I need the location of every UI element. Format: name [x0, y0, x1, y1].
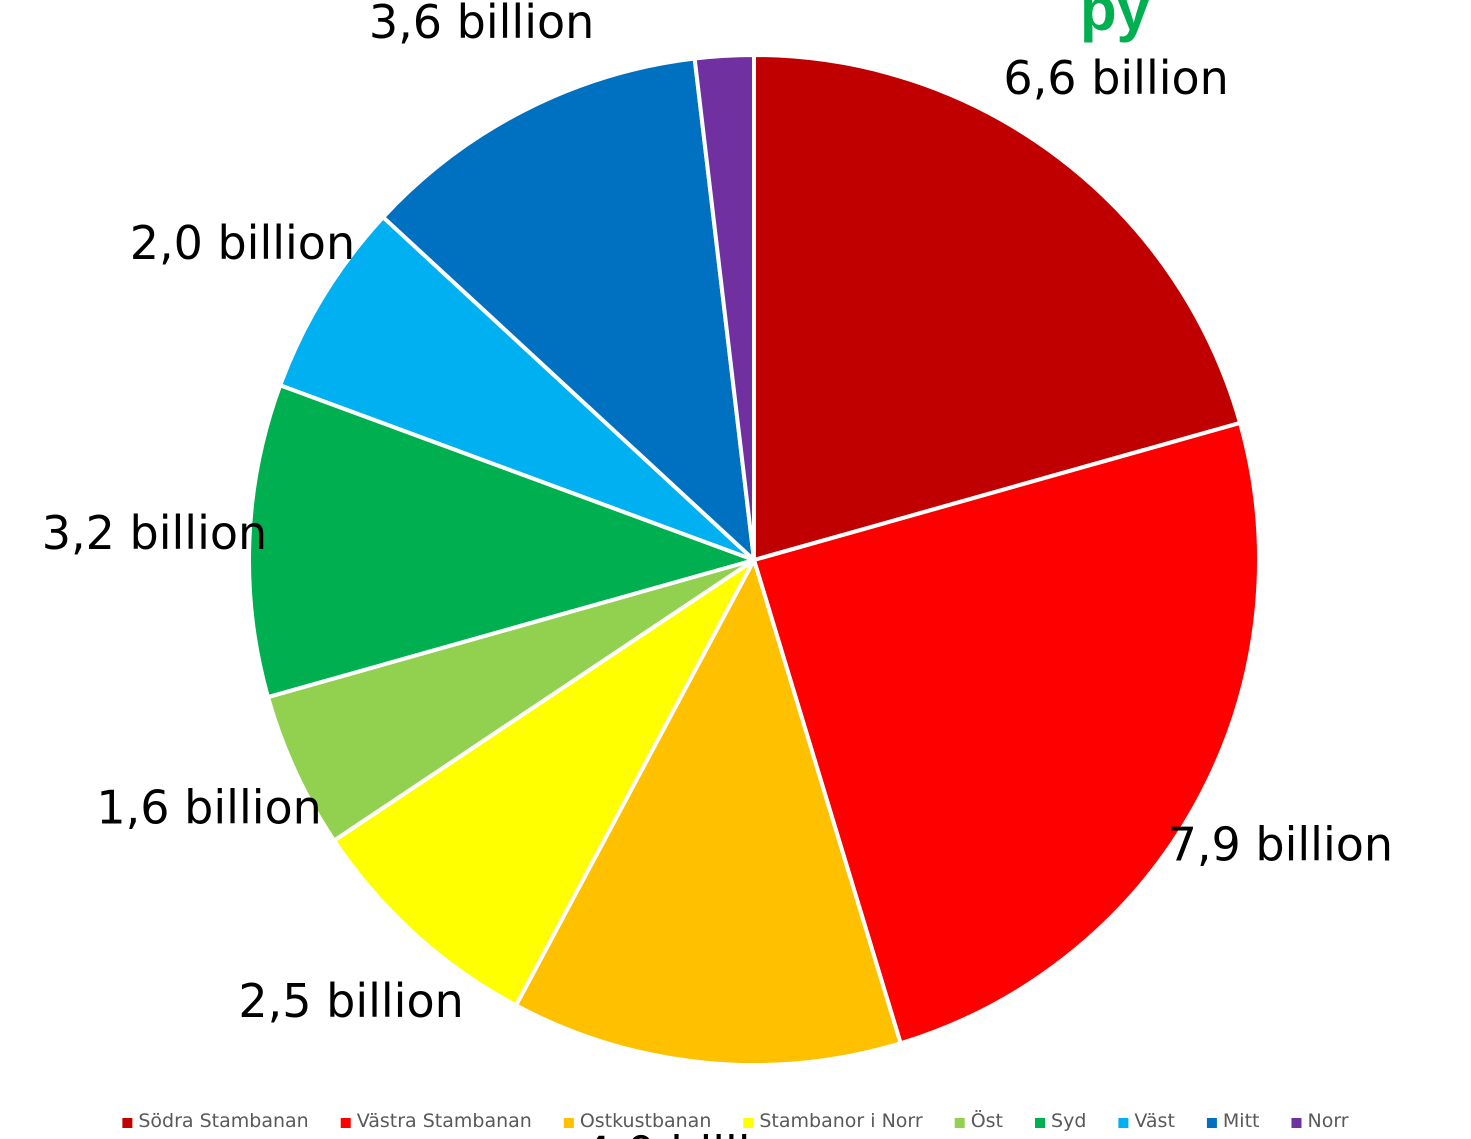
legend-swatch-7 [1206, 1118, 1217, 1128]
legend-swatch-0 [122, 1118, 133, 1128]
legend-swatch-5 [1035, 1118, 1046, 1128]
legend-label-8: Norr [1307, 1110, 1348, 1132]
legend-item-3: Stambanor i Norr [743, 1110, 923, 1132]
pie-slice-6 [278, 215, 756, 562]
legend-item-1: Västra Stambanan [340, 1110, 532, 1132]
data-label-2: 4,0 billion [582, 1127, 807, 1139]
legend-label-3: Stambanor i Norr [759, 1110, 923, 1132]
legend-label-1: Västra Stambanan [357, 1110, 532, 1132]
legend-swatch-8 [1291, 1118, 1302, 1128]
pie-slice-8 [692, 53, 756, 562]
legend-item-8: Norr [1291, 1110, 1349, 1132]
pie-slice-7 [381, 56, 756, 562]
legend-swatch-6 [1118, 1118, 1129, 1128]
pie-slice-4 [265, 558, 756, 843]
legend-swatch-1 [340, 1118, 351, 1128]
legend-label-4: Öst [971, 1109, 1003, 1132]
data-label-3: 2,5 billion [238, 974, 463, 1028]
title-fragment: py [1080, 0, 1151, 43]
legend-item-4: Öst [954, 1109, 1003, 1132]
legend-item-0: Södra Stambanan [122, 1110, 309, 1132]
data-label-6: 2,0 billion [130, 216, 355, 270]
data-label-4: 1,6 billion [96, 781, 321, 835]
legend-label-5: Syd [1051, 1110, 1086, 1132]
legend-label-6: Väst [1134, 1110, 1175, 1132]
pie-slice-3 [332, 558, 756, 1008]
legend-label-7: Mitt [1223, 1110, 1260, 1132]
legend-swatch-2 [563, 1118, 574, 1128]
data-label-1: 7,9 billion [1168, 818, 1393, 872]
legend-label-0: Södra Stambanan [138, 1110, 308, 1132]
legend: Södra Stambanan Västra Stambanan Ostkustba… [122, 1109, 1349, 1132]
pie-slices [247, 53, 1261, 1067]
legend-swatch-3 [743, 1118, 754, 1128]
data-label-7: 3,6 billion [369, 0, 594, 49]
legend-item-2: Ostkustbanan [563, 1110, 712, 1132]
pie-slice-0 [752, 53, 1243, 562]
pie-slice-5 [247, 383, 756, 700]
legend-label-2: Ostkustbanan [580, 1110, 712, 1132]
pie-slice-2 [513, 558, 903, 1067]
data-label-5: 3,2 billion [42, 506, 267, 560]
pie-slice-1 [752, 420, 1261, 1046]
legend-item-7: Mitt [1206, 1110, 1260, 1132]
data-label-0: 6,6 billion [1003, 51, 1228, 105]
data-labels: 6,6 billion 7,9 billion 4,0 billion 2,5 bil… [42, 0, 1393, 1139]
legend-item-5: Syd [1035, 1110, 1086, 1132]
legend-swatch-4 [954, 1118, 965, 1128]
legend-item-6: Väst [1118, 1110, 1175, 1132]
